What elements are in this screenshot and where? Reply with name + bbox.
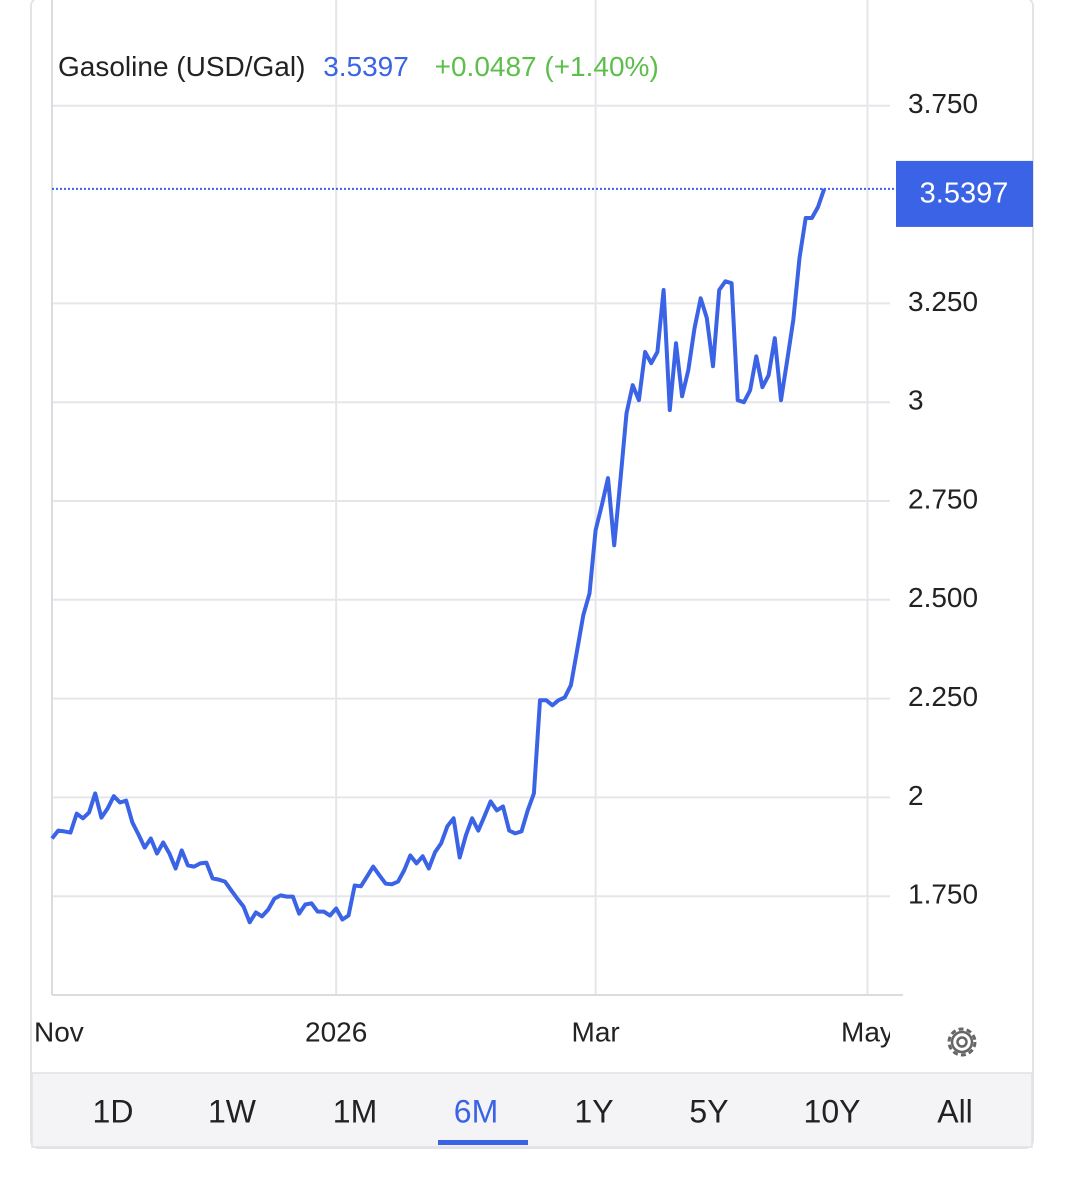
range-tab[interactable]: 1D	[93, 1093, 134, 1129]
x-tick-label: May	[841, 1016, 894, 1047]
range-tab[interactable]: 1W	[208, 1093, 257, 1129]
gear-hole	[956, 1036, 968, 1048]
y-tick-label: 2.750	[908, 483, 978, 514]
y-axis: 1.750 2 2.250 2.500 2.750 3 3.250 3.750	[908, 88, 978, 909]
y-tick-label: 3.750	[908, 88, 978, 119]
y-tick-label: 2.250	[908, 681, 978, 712]
y-tick-label: 2.500	[908, 582, 978, 613]
range-tab[interactable]: 10Y	[804, 1093, 861, 1129]
price-change: +0.0487 (+1.40%)	[435, 51, 659, 82]
y-tick-label: 2	[908, 780, 924, 811]
active-tab-underline	[438, 1140, 528, 1145]
widget-frame	[30, 0, 1034, 1149]
x-axis: Nov 2026 Mar May	[34, 1016, 894, 1047]
gear-teeth	[947, 1027, 977, 1057]
range-tabs: 1D 1W 1M 6M 1Y 5Y 10Y All	[93, 1093, 973, 1145]
x-tick-label: 2026	[305, 1016, 367, 1047]
y-tick-label: 1.750	[908, 879, 978, 910]
range-tab[interactable]: 5Y	[689, 1093, 728, 1129]
last-price: 3.5397	[323, 51, 409, 82]
range-tab[interactable]: 6M	[454, 1093, 498, 1129]
gear-body	[950, 1030, 974, 1054]
y-tick-label: 3.250	[908, 286, 978, 317]
y-tick-label: 3	[908, 385, 924, 416]
range-tab[interactable]: 1M	[333, 1093, 377, 1129]
last-price-badge	[896, 160, 1033, 227]
chart-title: Gasoline (USD/Gal) 3.5397 +0.0487 (+1.40…	[58, 51, 659, 82]
plot: 3.5397	[50, 160, 1033, 925]
settings-icon[interactable]	[947, 1027, 977, 1057]
last-price-badge-label: 3.5397	[920, 178, 1009, 210]
range-bar	[31, 1072, 1033, 1148]
grid	[51, 0, 903, 996]
range-tab[interactable]: 1Y	[574, 1093, 613, 1129]
price-line	[50, 188, 827, 925]
x-tick-label: Nov	[34, 1016, 84, 1047]
range-tab[interactable]: All	[937, 1093, 973, 1129]
x-tick-label: Mar	[572, 1016, 620, 1047]
title-text: Gasoline (USD/Gal)	[58, 51, 305, 82]
